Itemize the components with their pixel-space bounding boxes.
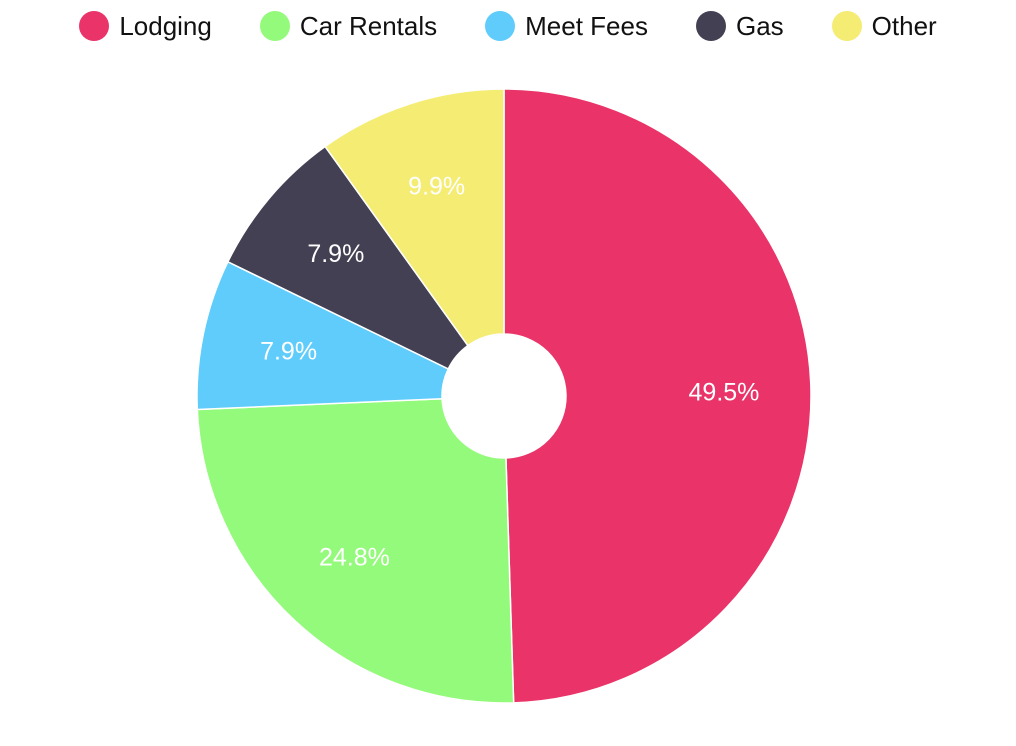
donut-slices: [196, 88, 812, 704]
slice-meet-fees[interactable]: [196, 260, 450, 411]
slice-car-rentals[interactable]: [196, 397, 515, 704]
slice-label-gas: 7.9%: [307, 240, 364, 268]
slice-other[interactable]: [324, 88, 505, 347]
legend-item-car-rentals[interactable]: Car Rentals: [259, 10, 438, 42]
legend-item-lodging[interactable]: Lodging: [79, 11, 212, 42]
slice-gas[interactable]: [226, 145, 469, 370]
legend-swatch-other: [831, 11, 862, 41]
slice-labels: 49.5% 24.8% 7.9% 7.9% 9.9%: [260, 173, 759, 572]
chart-legend: Lodging Car Rentals Meet Fees Gas Other: [0, 8, 1016, 44]
legend-label-lodging: Lodging: [119, 10, 212, 41]
legend-label-car-rentals: Car Rentals: [299, 10, 438, 41]
slice-label-lodging: 49.5%: [689, 379, 760, 407]
slice-lodging[interactable]: [503, 88, 812, 704]
legend-swatch-meet-fees: [485, 11, 516, 41]
slice-label-car-rentals: 24.8%: [319, 543, 390, 571]
legend-item-meet-fees[interactable]: Meet Fees: [485, 11, 648, 42]
slice-label-other: 9.9%: [408, 173, 465, 201]
legend-item-other[interactable]: Other: [831, 10, 937, 42]
legend-label-other: Other: [871, 10, 937, 41]
legend-label-gas: Gas: [735, 10, 784, 41]
legend-label-meet-fees: Meet Fees: [525, 10, 648, 41]
legend-swatch-lodging: [79, 11, 110, 41]
legend-item-gas[interactable]: Gas: [695, 10, 784, 42]
legend-swatch-car-rentals: [259, 11, 290, 41]
slice-label-meet-fees: 7.9%: [260, 337, 317, 365]
legend-swatch-gas: [695, 11, 726, 41]
